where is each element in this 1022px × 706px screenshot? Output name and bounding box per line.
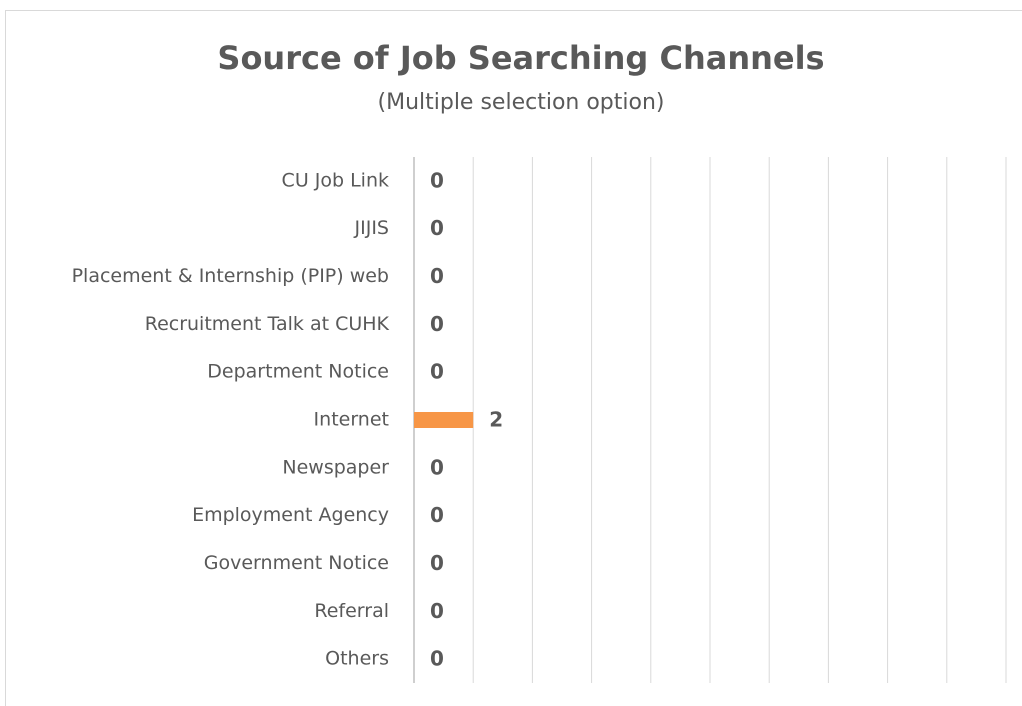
data-label: 0 [430, 647, 444, 671]
chart-title: Source of Job Searching Channels [217, 39, 824, 77]
data-label: 0 [430, 551, 444, 575]
y-tick-label: Employment Agency [192, 504, 389, 526]
data-label: 0 [430, 312, 444, 336]
y-tick-label: Referral [314, 600, 389, 622]
y-tick-label: Recruitment Talk at CUHK [145, 313, 390, 335]
data-label: 2 [489, 408, 503, 432]
data-label: 0 [430, 168, 444, 192]
data-label: 0 [430, 216, 444, 240]
y-tick-label: Internet [314, 409, 389, 431]
data-label: 0 [430, 455, 444, 479]
chart-border [5, 10, 1022, 706]
y-tick-label: Newspaper [282, 456, 389, 478]
bar [414, 412, 474, 428]
y-tick-label: JIJIS [354, 217, 389, 239]
y-tick-label: Government Notice [204, 552, 389, 574]
y-tick-label: Department Notice [207, 361, 389, 383]
y-tick-label: CU Job Link [282, 169, 389, 191]
y-tick-label: Others [325, 648, 389, 670]
data-label: 0 [430, 503, 444, 527]
chart-subtitle: (Multiple selection option) [378, 90, 665, 115]
data-label: 0 [430, 360, 444, 384]
data-label: 0 [430, 599, 444, 623]
data-label: 0 [430, 264, 444, 288]
y-tick-label: Placement & Internship (PIP) web [72, 265, 389, 287]
